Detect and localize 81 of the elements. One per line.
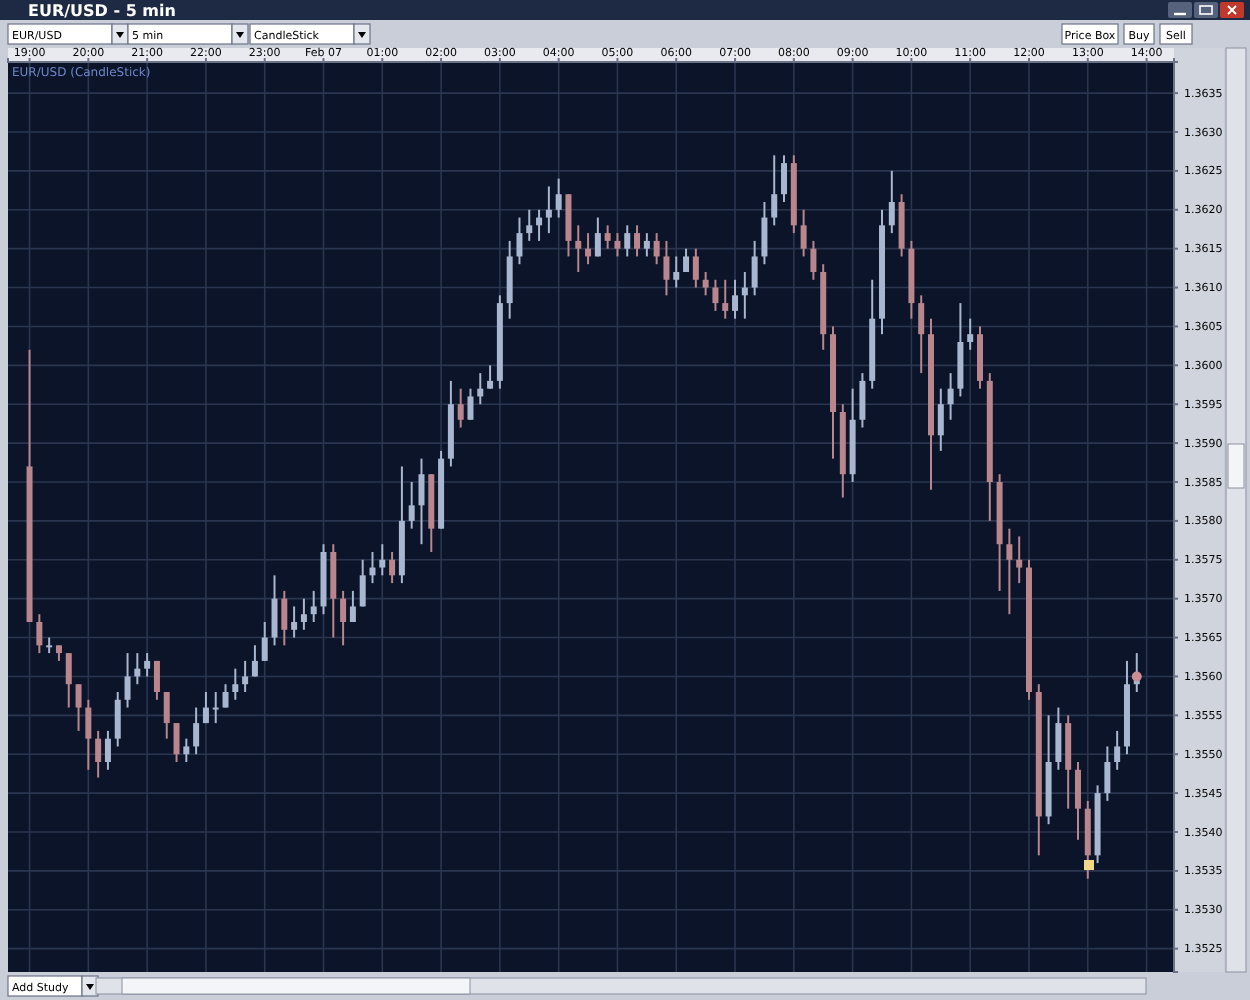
candlestick: [75, 683, 82, 732]
candlestick: [124, 652, 131, 709]
candlestick: [516, 216, 523, 266]
chart-title: EUR/USD - 5 min: [28, 2, 177, 20]
candlestick: [937, 387, 944, 452]
candlestick: [555, 177, 562, 219]
candlestick: [487, 364, 494, 390]
candlestick: [947, 372, 954, 421]
candlestick: [291, 605, 298, 639]
candlestick: [251, 644, 258, 678]
candlestick: [1006, 527, 1013, 616]
candlestick: [526, 208, 533, 242]
candlestick: [300, 597, 307, 631]
candlestick: [604, 224, 611, 250]
candlestick: [1114, 729, 1121, 771]
candlestick: [1074, 761, 1081, 841]
candlestick: [418, 457, 425, 546]
candlestick: [918, 294, 925, 375]
candlestick: [379, 543, 386, 577]
candlestick: [692, 247, 699, 289]
candlestick: [614, 232, 621, 258]
candlestick: [144, 652, 151, 678]
candlestick: [781, 154, 788, 203]
candlestick: [261, 621, 268, 662]
candlestick: [212, 691, 219, 725]
candlestick: [967, 317, 974, 351]
candlestick: [340, 589, 347, 647]
candlestick: [1016, 535, 1023, 585]
candlestick: [800, 208, 807, 258]
candlestick: [594, 216, 601, 258]
candlestick: [673, 255, 680, 289]
candlestick: [36, 613, 43, 655]
candlestick: [663, 239, 670, 297]
candlestick: [732, 278, 739, 320]
candlestick: [624, 224, 631, 258]
candlestick: [271, 574, 278, 647]
candlestick: [888, 169, 895, 235]
candlestick: [634, 224, 641, 258]
candlestick: [310, 589, 317, 623]
candlestick: [957, 302, 964, 398]
candlestick: [722, 278, 729, 320]
candlestick: [104, 729, 111, 771]
candlestick: [653, 232, 660, 266]
candlestick: [202, 691, 209, 725]
candlestick: [173, 722, 180, 763]
candlestick: [467, 387, 474, 421]
candlestick: [771, 154, 778, 227]
candlestick: [761, 201, 768, 266]
candlestick: [810, 239, 817, 281]
candlestick: [281, 589, 288, 647]
candlestick: [163, 691, 170, 740]
candlestick: [349, 589, 356, 623]
candlestick: [976, 325, 983, 390]
candlestick: [222, 683, 229, 709]
candlestick: [193, 706, 200, 756]
candlestick: [1055, 706, 1062, 771]
candlestick: [1104, 745, 1111, 802]
candlestick: [389, 551, 396, 585]
candlestick: [153, 659, 160, 701]
candlestick: [751, 239, 758, 297]
candlestick: [506, 239, 513, 320]
candlestick: [898, 193, 905, 258]
candlestick: [712, 278, 719, 312]
candlestick: [359, 558, 366, 608]
candlestick: [95, 729, 102, 779]
candlestick: [183, 737, 190, 763]
candlestick: [565, 193, 572, 258]
candlestick: [408, 481, 415, 530]
candlestick: [575, 224, 582, 273]
candlestick: [242, 659, 249, 693]
candlestick: [85, 698, 92, 771]
candlestick: [232, 667, 239, 701]
candlestick: [702, 271, 709, 297]
candlestick: [643, 232, 650, 258]
candlestick: [457, 387, 464, 429]
candlestick: [114, 691, 121, 748]
candlestick: [330, 543, 337, 639]
candlestick: [545, 185, 552, 235]
candlestick: [859, 372, 866, 429]
candlestick: [65, 652, 72, 709]
candlestick: [1065, 714, 1072, 810]
